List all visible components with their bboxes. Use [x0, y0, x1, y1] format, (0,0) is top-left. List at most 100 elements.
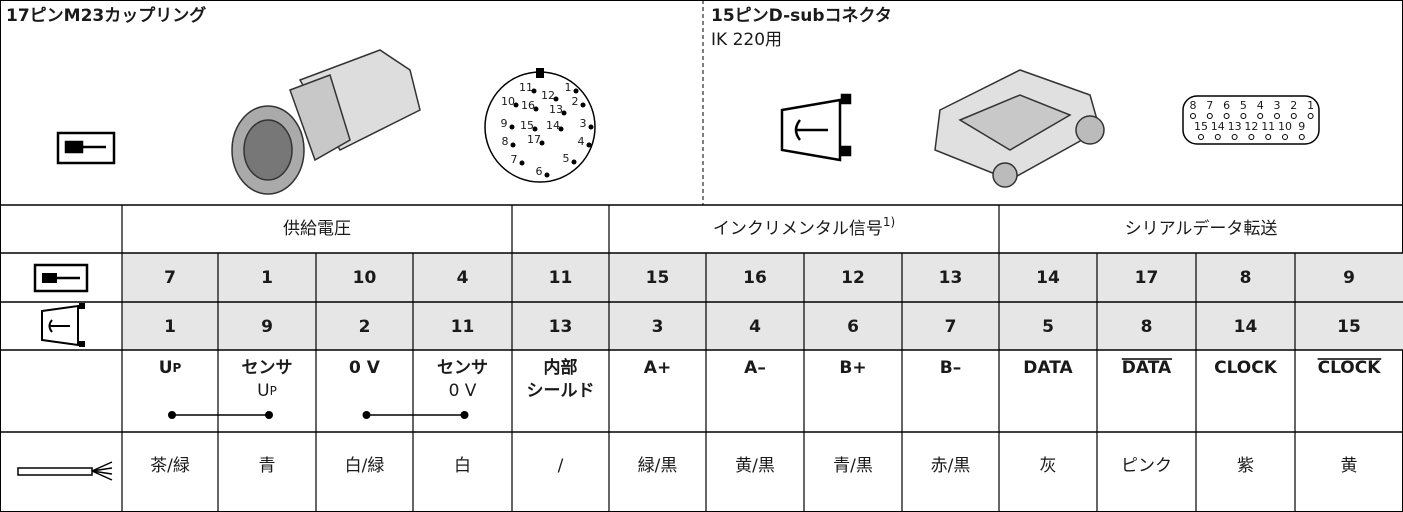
pin-dot — [1290, 113, 1297, 119]
pin-dot — [1274, 113, 1280, 119]
pin-dot — [533, 106, 539, 112]
signal: B– — [940, 358, 961, 378]
pin-label: 7 — [1206, 99, 1213, 112]
signal: B+ — [839, 358, 866, 378]
signal-line2: 0 V — [449, 381, 477, 401]
pin-dot — [513, 102, 519, 108]
m23-pin: 13 — [939, 268, 963, 288]
pin-dot — [1190, 113, 1196, 119]
signal-label: 内部 — [544, 357, 578, 378]
pin-label: 11 — [1261, 120, 1275, 133]
pin-dot — [1240, 113, 1247, 119]
pin-label: 2 — [1290, 99, 1297, 112]
pin-dot — [588, 124, 594, 130]
m23-pin: 7 — [164, 268, 176, 288]
signal-sub: P — [173, 361, 182, 375]
signal-label: DATA — [1122, 358, 1172, 378]
pin-label: 8 — [1190, 99, 1197, 112]
pin-dot — [571, 159, 577, 165]
signal-label: B– — [940, 358, 961, 378]
dsub-pin-face — [1182, 95, 1320, 145]
pin-label: 4 — [578, 135, 585, 148]
pin-dot — [1248, 134, 1255, 140]
group-header: シリアルデータ転送 — [1125, 218, 1278, 239]
dsub-pin: 8 — [1141, 317, 1153, 337]
wire-color: 茶/緑 — [150, 456, 190, 476]
dsub-pin: 13 — [549, 317, 573, 337]
signal: A+ — [644, 358, 671, 378]
pin-label: 6 — [1223, 99, 1230, 112]
pin-dot — [580, 102, 586, 108]
signal: シールド — [527, 381, 595, 401]
pin-label: 5 — [1240, 99, 1247, 112]
pin-dot — [1198, 134, 1204, 140]
dsub-icon — [79, 303, 85, 309]
signal: 0 V — [449, 381, 477, 401]
pin-dot — [519, 160, 525, 166]
m23-pin: 16 — [743, 268, 767, 288]
dsub-icon — [41, 304, 79, 347]
signal-label: A+ — [644, 358, 671, 378]
m23-pin: 4 — [457, 268, 469, 288]
m23-icon — [33, 263, 89, 293]
pin-dot — [531, 88, 537, 94]
m23-pin: 12 — [841, 268, 865, 288]
pin-dot — [1206, 113, 1213, 119]
pin-label: 1 — [1307, 99, 1314, 112]
dsub-icon — [780, 93, 852, 162]
dsub-pin: 6 — [847, 317, 859, 337]
m23-pin: 1 — [261, 268, 273, 288]
signal: センサ — [242, 358, 293, 378]
pin-dot — [553, 96, 559, 102]
signal: A– — [744, 358, 766, 378]
pin-label: 3 — [580, 117, 587, 130]
m23-pin: 15 — [646, 268, 670, 288]
signal-label: センサ — [437, 358, 488, 378]
pin-label: 13 — [549, 103, 563, 116]
dsub-pin: 14 — [1234, 317, 1258, 337]
pin-dot — [1282, 134, 1288, 140]
m23-icon — [42, 273, 57, 283]
pin-label: 10 — [1278, 120, 1292, 133]
dsub-pin: 1 — [164, 317, 176, 337]
m23-pin: 14 — [1036, 268, 1060, 288]
signal-label: CLOCK — [1214, 358, 1278, 378]
pin-label: 3 — [1274, 99, 1281, 112]
pin-dot — [558, 126, 564, 132]
dsub-drawing — [934, 69, 1105, 188]
wire-color: 白 — [454, 456, 471, 476]
signal-sub: P — [270, 384, 277, 398]
pin-label: 2 — [572, 95, 579, 108]
group-header: 供給電圧 — [283, 219, 351, 239]
signal: DATA — [1122, 358, 1172, 378]
signal-label: CLOCK — [1318, 358, 1382, 378]
wire-color: 赤/黒 — [931, 456, 971, 476]
m23-pin: 11 — [549, 268, 573, 288]
cable-icon — [17, 461, 113, 481]
dsub-pin: 3 — [652, 317, 664, 337]
pin-dot — [1223, 113, 1230, 119]
wire-color: / — [558, 456, 564, 476]
pin-dot — [509, 124, 515, 130]
signal: UP — [257, 381, 277, 401]
wire-color: 灰 — [1040, 456, 1057, 476]
sense-dot — [460, 411, 469, 419]
pin-dot — [539, 140, 545, 146]
pin-label: 1 — [565, 81, 572, 94]
m23-pin: 10 — [353, 268, 377, 288]
m23-pin: 17 — [1135, 268, 1159, 288]
signal: CLOCK — [1214, 358, 1278, 378]
dsub-pin: 15 — [1337, 317, 1361, 337]
pin-label: 11 — [519, 81, 533, 94]
pin-dot — [1231, 134, 1238, 140]
pin-dot — [561, 110, 567, 116]
pin-label: 6 — [536, 165, 543, 178]
wire-color: 青/黒 — [833, 456, 873, 476]
pin-label: 7 — [511, 153, 518, 166]
pin-label: 13 — [1228, 120, 1242, 133]
left-title: 17ピンM23カップリング — [6, 5, 206, 26]
wire-color: 黄 — [1341, 456, 1358, 476]
group-header: インクリメンタル信号1) — [713, 215, 895, 240]
wire-color: 緑/黒 — [638, 456, 678, 476]
dsub-pin: 11 — [451, 317, 475, 337]
